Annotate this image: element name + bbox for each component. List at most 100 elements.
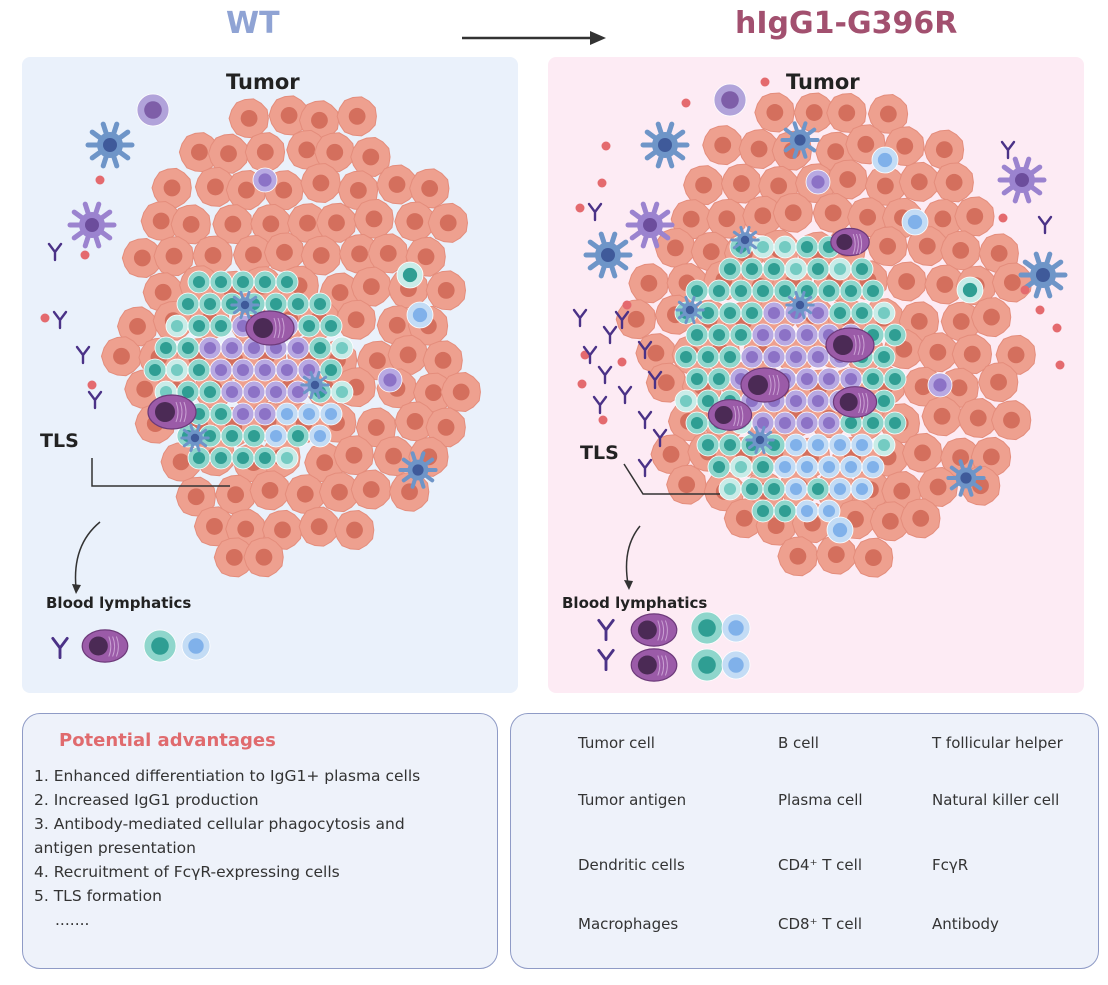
tumor-antigen — [760, 77, 770, 87]
tumor-cell — [881, 471, 922, 512]
b-cell-nucleus — [225, 385, 239, 399]
tumor-cell-nucleus — [362, 278, 380, 296]
cell-nucleus — [85, 218, 99, 232]
cd8-t-cell — [784, 477, 808, 501]
tumor-cell — [867, 94, 909, 135]
cd8-t-cell-nucleus — [822, 504, 836, 518]
cd4-t-cell — [187, 314, 211, 338]
legend-label-nk-cell: Natural killer cell — [932, 791, 1060, 809]
cd4-t-cell — [740, 477, 764, 501]
plasma-cell-er — [855, 233, 859, 255]
tumor-cell — [117, 306, 158, 347]
cd8-t-cell-nucleus — [778, 460, 792, 474]
tumor-cell-nucleus — [647, 344, 665, 362]
cd4-t-cell-nucleus — [734, 284, 748, 298]
cd4-t-cell — [143, 358, 167, 382]
tumor-cell — [738, 128, 779, 170]
cd4-t-cell-nucleus — [192, 275, 206, 289]
b-cell-nucleus — [789, 350, 803, 364]
tumor-cell-nucleus — [990, 373, 1007, 391]
tfh-cell — [275, 446, 299, 470]
tumor-cell-nucleus — [770, 177, 788, 195]
cd8-t-cell-nucleus — [855, 438, 869, 452]
cd4-t-cell — [690, 648, 724, 682]
tumor-cell-nucleus — [136, 380, 154, 398]
antibody-icon — [614, 310, 630, 330]
tumor-cell — [350, 136, 391, 177]
tumor-label-right: Tumor — [786, 70, 860, 94]
cd4-t-cell-nucleus — [866, 416, 880, 430]
antibody-shape — [582, 345, 598, 365]
cd4-t-cell — [264, 292, 288, 316]
plasma-cell — [147, 394, 197, 430]
cd4-t-cell-nucleus — [701, 306, 715, 320]
tumor-cell — [951, 334, 993, 375]
tumor-cell — [683, 165, 724, 206]
tfh-cell — [674, 389, 698, 413]
b-cell — [253, 402, 277, 426]
b-cell-nucleus — [383, 373, 397, 387]
cd4-t-cell — [209, 446, 233, 470]
legend-label-tumor-cell: Tumor cell — [578, 734, 655, 752]
plasma-cell-er — [175, 401, 179, 423]
tumor-cell-nucleus — [406, 413, 424, 430]
antibody-shape — [614, 310, 630, 330]
tumor-cell — [991, 262, 1033, 303]
tumor-cell-nucleus — [452, 383, 470, 401]
b-cell-nucleus — [800, 372, 814, 386]
cd4-t-cell — [883, 411, 907, 435]
b-cell — [806, 345, 830, 369]
b-cell-nucleus — [258, 173, 272, 187]
cd4-t-cell — [707, 367, 731, 391]
tumor-cell — [628, 263, 669, 304]
advantages-title: Potential advantages — [59, 730, 276, 751]
cd4-t-cell — [297, 314, 321, 338]
antibody-icon — [602, 325, 618, 345]
advantage-item: 1. Enhanced differentiation to IgG1+ pla… — [34, 767, 421, 785]
cd4-t-cell-nucleus — [313, 341, 327, 355]
cd4-t-cell — [718, 257, 742, 281]
cd4-t-cell — [872, 389, 896, 413]
cd4-t-cell-nucleus — [291, 429, 305, 443]
b-cell-nucleus — [767, 350, 781, 364]
b-cell-nucleus — [756, 416, 770, 430]
cd4-t-cell-nucleus — [877, 350, 891, 364]
b-cell — [762, 345, 786, 369]
cd4-t-cell — [275, 270, 299, 294]
tumor-cell-nucleus — [368, 352, 386, 370]
cd4-t-cell — [187, 358, 211, 382]
plasma-cell-nucleus — [637, 620, 657, 640]
cd4-t-cell — [696, 433, 720, 457]
tumor-cell — [772, 192, 814, 233]
b-cell — [817, 367, 841, 391]
plasma-cell-er — [661, 655, 665, 676]
tumor-cell-nucleus — [881, 512, 899, 530]
b-cell-nucleus — [800, 328, 814, 342]
tumor-cell-nucleus — [879, 237, 897, 255]
tumor-cell — [350, 469, 392, 510]
cd4-t-cell — [696, 345, 720, 369]
tumor-cell — [376, 164, 417, 205]
cd8-t-cell — [871, 146, 899, 174]
cd8-t-cell — [297, 402, 321, 426]
cd4-t-cell-nucleus — [247, 429, 261, 443]
cd4-t-cell — [806, 477, 830, 501]
antibody-shape — [597, 618, 615, 642]
tfh-cell — [396, 261, 424, 289]
tfh-cell — [729, 455, 753, 479]
antibody-shape — [572, 308, 588, 328]
tls-label-left: TLS — [40, 430, 79, 452]
tfh-cell-nucleus — [170, 363, 184, 377]
tumor-cell-nucleus — [789, 547, 807, 565]
cd4-t-cell-nucleus — [888, 416, 902, 430]
cell-nucleus — [601, 248, 615, 262]
tumor-cell — [754, 92, 795, 133]
tfh-cell-nucleus — [723, 482, 737, 496]
plasma-cell — [707, 399, 753, 431]
blood-arrow-left — [74, 521, 101, 589]
plasma-cell — [825, 327, 875, 363]
antibody-icon — [637, 340, 653, 360]
blood-label-right: Blood lymphatics — [562, 594, 708, 612]
tls-cluster — [143, 270, 354, 470]
tumor-cell-nucleus — [966, 207, 984, 225]
